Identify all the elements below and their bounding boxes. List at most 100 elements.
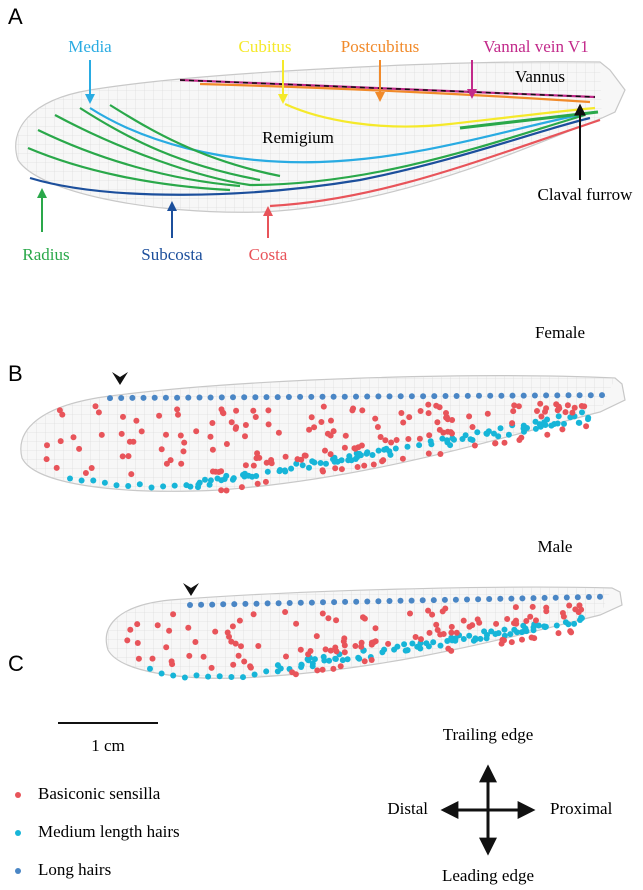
sensillum xyxy=(508,596,514,602)
sensillum xyxy=(361,463,367,469)
scale-label: 1 cm xyxy=(91,736,125,755)
sensillum xyxy=(401,641,407,647)
sensillum xyxy=(99,432,105,438)
sensillum xyxy=(220,410,226,416)
sensillum xyxy=(309,600,315,606)
sensillum xyxy=(533,617,539,623)
sensillum xyxy=(521,426,527,432)
sensillum xyxy=(118,395,124,401)
sensillum xyxy=(215,476,221,482)
sensillum xyxy=(492,440,498,446)
sensillum xyxy=(233,408,239,414)
sensillum xyxy=(472,443,478,449)
sensillum xyxy=(461,636,467,642)
sensillum xyxy=(230,662,236,668)
sensillum xyxy=(400,420,406,426)
sensillum xyxy=(278,666,284,672)
sensillum xyxy=(461,618,467,624)
sensillum xyxy=(449,624,455,630)
sensillum xyxy=(440,430,446,436)
sensillum xyxy=(102,480,108,486)
sensillum xyxy=(222,476,228,482)
sensillum xyxy=(409,598,415,604)
sensillum xyxy=(481,628,487,634)
sensillum xyxy=(152,395,158,401)
sensillum xyxy=(265,469,271,475)
sensillum xyxy=(135,640,141,646)
sensillum xyxy=(237,618,243,624)
sensillum xyxy=(266,421,272,427)
sensillum xyxy=(516,437,522,443)
sensillum xyxy=(333,617,339,623)
sensillum xyxy=(579,615,585,621)
sensillum xyxy=(566,392,572,398)
legend-label: Long hairs xyxy=(38,860,111,879)
sensillum xyxy=(420,597,426,603)
arrowhead xyxy=(183,583,199,596)
sensillum xyxy=(342,649,348,655)
sensillum xyxy=(521,393,527,399)
sensillum xyxy=(449,417,455,423)
sensillum xyxy=(276,600,282,606)
sensillum xyxy=(376,448,382,454)
sensillum xyxy=(354,454,360,460)
sensillum xyxy=(243,422,249,428)
sensillum xyxy=(58,438,64,444)
sensillum xyxy=(553,401,559,407)
sensillum xyxy=(342,394,348,400)
sensillum xyxy=(431,393,437,399)
sensillum xyxy=(96,409,102,415)
sensillum xyxy=(448,630,454,636)
arrowhead xyxy=(112,372,128,385)
panel-label: A xyxy=(8,4,23,29)
sensillum xyxy=(345,457,351,463)
sensillum xyxy=(306,465,312,471)
sensillum xyxy=(187,484,193,490)
sensillum xyxy=(339,457,345,463)
sensillum xyxy=(431,597,437,603)
sensillum xyxy=(543,405,549,411)
sensillum xyxy=(321,654,327,660)
sensillum xyxy=(164,461,170,467)
sensillum xyxy=(420,393,426,399)
sensillum xyxy=(331,599,337,605)
sensillum xyxy=(470,437,476,443)
sensillum xyxy=(465,393,471,399)
sensillum xyxy=(513,604,519,610)
sensillum xyxy=(230,394,236,400)
sensillum xyxy=(243,462,249,468)
sensillum xyxy=(209,602,215,608)
sensillum xyxy=(251,463,257,469)
sensillum xyxy=(560,610,566,616)
sensillum xyxy=(228,674,234,680)
sensillum xyxy=(583,423,589,429)
legend-label: Medium length hairs xyxy=(38,822,180,841)
sensillum xyxy=(556,413,562,419)
sensillum xyxy=(282,469,288,475)
sensillum xyxy=(293,671,299,677)
sensillum xyxy=(233,426,239,432)
sensillum xyxy=(475,596,481,602)
sensillum xyxy=(331,428,337,434)
sensillum xyxy=(393,446,399,452)
furrow-label: Claval furrow xyxy=(538,185,634,204)
sensillum xyxy=(353,599,359,605)
sensillum xyxy=(445,646,451,652)
sensillum xyxy=(499,641,505,647)
sensillum xyxy=(530,604,536,610)
sensillum xyxy=(375,393,381,399)
sensillum xyxy=(299,662,305,668)
sensillum xyxy=(575,594,581,600)
sensillum xyxy=(513,618,519,624)
sensillum xyxy=(342,445,348,451)
compass-label: Leading edge xyxy=(442,866,534,885)
sensillum xyxy=(434,419,440,425)
sensillum xyxy=(405,436,411,442)
sensillum xyxy=(564,595,570,601)
sensillum xyxy=(320,611,326,617)
sensillum xyxy=(254,455,260,461)
sensillum xyxy=(314,667,320,673)
sensillum xyxy=(561,421,567,427)
sensillum xyxy=(309,414,315,420)
vein-label: Postcubitus xyxy=(341,37,419,56)
